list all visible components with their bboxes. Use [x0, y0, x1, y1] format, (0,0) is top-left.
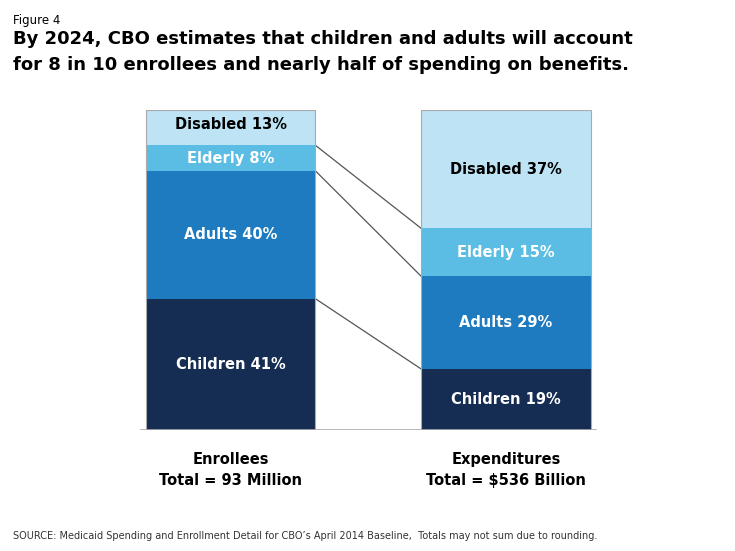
Text: FOUNDATION: FOUNDATION — [642, 520, 700, 528]
Text: Children 19%: Children 19% — [451, 392, 561, 407]
Text: SOURCE: Medicaid Spending and Enrollment Detail for CBO’s April 2014 Baseline,  : SOURCE: Medicaid Spending and Enrollment… — [13, 531, 598, 541]
Text: KAISER: KAISER — [647, 496, 695, 510]
Bar — [146, 145, 315, 171]
Text: Disabled 37%: Disabled 37% — [450, 162, 562, 177]
Text: Elderly 8%: Elderly 8% — [187, 150, 274, 166]
Bar — [421, 110, 591, 229]
Text: Expenditures: Expenditures — [451, 452, 561, 467]
Text: THE HENRY J.: THE HENRY J. — [642, 488, 699, 497]
Bar — [146, 110, 315, 430]
Text: Figure 4: Figure 4 — [13, 14, 60, 27]
Text: Adults 29%: Adults 29% — [459, 315, 553, 330]
Text: Children 41%: Children 41% — [176, 356, 286, 372]
Bar — [421, 229, 591, 277]
Text: FAMILY: FAMILY — [648, 507, 694, 520]
Text: for 8 in 10 enrollees and nearly half of spending on benefits.: for 8 in 10 enrollees and nearly half of… — [13, 56, 629, 74]
Text: By 2024, CBO estimates that children and adults will account: By 2024, CBO estimates that children and… — [13, 30, 633, 48]
Text: Total = 93 Million: Total = 93 Million — [159, 473, 302, 488]
Bar — [146, 171, 315, 299]
Text: Adults 40%: Adults 40% — [184, 228, 278, 242]
Bar — [421, 369, 591, 430]
Bar — [146, 104, 315, 145]
Bar — [421, 277, 591, 369]
Text: Total = $536 Billion: Total = $536 Billion — [426, 473, 586, 488]
Bar — [421, 110, 591, 430]
Text: Elderly 15%: Elderly 15% — [457, 245, 555, 260]
Text: Disabled 13%: Disabled 13% — [175, 117, 287, 132]
Text: Enrollees: Enrollees — [193, 452, 269, 467]
Bar — [146, 299, 315, 430]
